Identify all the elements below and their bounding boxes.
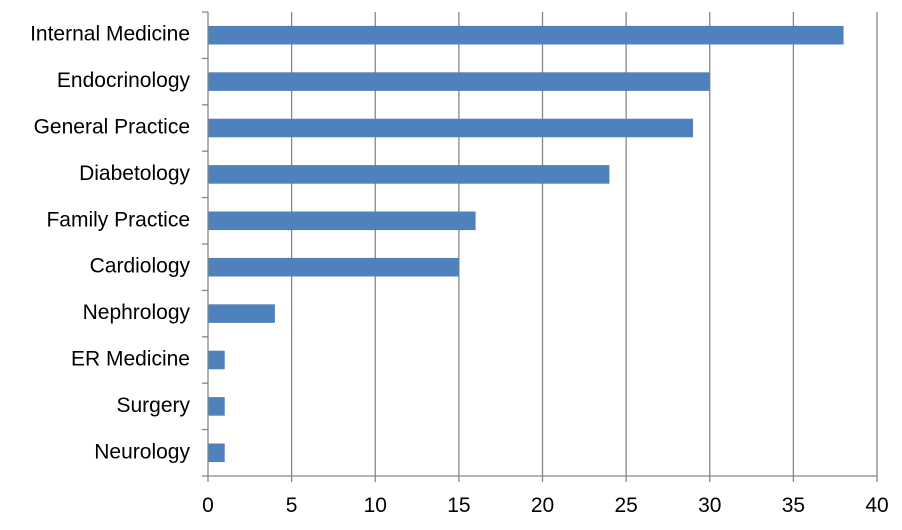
x-tick-label-15: 15 <box>447 494 470 517</box>
bar-neurology <box>208 443 225 463</box>
x-tick-label-20: 20 <box>531 494 554 517</box>
bar-er-medicine <box>208 350 225 370</box>
x-tick-label-30: 30 <box>698 494 721 517</box>
x-tick-label-35: 35 <box>782 494 805 517</box>
category-label-diabetology: Diabetology <box>79 162 190 185</box>
category-label-er-medicine: ER Medicine <box>71 348 190 371</box>
category-label-general-practice: General Practice <box>34 116 190 139</box>
bar-family-practice <box>208 211 476 231</box>
bar-diabetology <box>208 165 610 184</box>
x-tick-labels: 0 5 10 15 20 25 30 35 40 <box>202 494 889 517</box>
x-tick-label-25: 25 <box>614 494 637 517</box>
x-tick-label-40: 40 <box>865 494 888 517</box>
bar-endocrinology <box>208 72 710 91</box>
bar-nephrology <box>208 304 275 323</box>
category-label-neurology: Neurology <box>94 440 190 463</box>
category-label-internal-medicine: Internal Medicine <box>30 23 190 46</box>
category-label-nephrology: Nephrology <box>83 301 191 324</box>
x-tick-label-0: 0 <box>202 494 214 517</box>
bar-surgery <box>208 397 225 416</box>
bars <box>208 25 844 463</box>
bar-general-practice <box>208 118 694 138</box>
category-label-family-practice: Family Practice <box>46 208 190 231</box>
x-tick-label-10: 10 <box>364 494 387 517</box>
category-label-endocrinology: Endocrinology <box>57 69 191 92</box>
bar-internal-medicine <box>208 25 844 45</box>
category-label-surgery: Surgery <box>116 394 190 417</box>
bar-cardiology <box>208 257 459 277</box>
category-label-cardiology: Cardiology <box>90 255 191 278</box>
axes <box>202 11 878 482</box>
category-labels: Internal Medicine Endocrinology General Pr… <box>30 23 190 464</box>
x-tick-label-5: 5 <box>286 494 298 517</box>
